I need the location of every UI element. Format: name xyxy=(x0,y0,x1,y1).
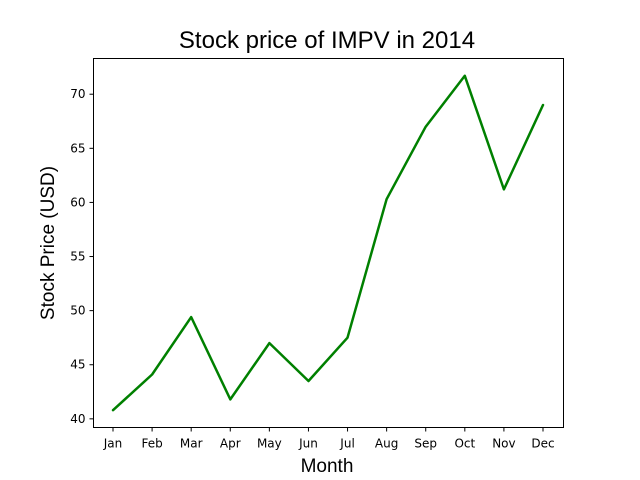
x-tick-label: May xyxy=(257,437,282,451)
y-tick-label: 55 xyxy=(70,250,85,264)
series-layer xyxy=(111,74,545,412)
x-axis-label: Month xyxy=(301,456,354,477)
y-tick-label: 65 xyxy=(70,141,85,155)
x-axis-ticks: Jan Feb Mar Apr May Jun Jul Aug Sep Oct Nov Dec xyxy=(103,427,555,451)
chart-title: Stock price of IMPV in 2014 xyxy=(179,27,475,54)
y-tick-label: 60 xyxy=(70,195,85,209)
y-tick-label: 50 xyxy=(70,304,85,318)
y-axis-label: Stock Price (USD) xyxy=(38,166,59,320)
y-axis-ticks: 40 45 50 55 60 65 70 xyxy=(70,87,94,426)
x-tick-label: Jul xyxy=(339,437,354,451)
x-tick-label: Nov xyxy=(492,437,515,451)
x-tick-label: Mar xyxy=(180,437,203,451)
x-tick-label: Feb xyxy=(141,437,162,451)
plot-area-frame xyxy=(93,58,564,428)
y-tick-label: 70 xyxy=(70,87,85,101)
y-tick-label: 45 xyxy=(70,358,85,372)
x-tick-label: Dec xyxy=(531,437,554,451)
x-tick-label: Jun xyxy=(298,437,318,451)
x-tick-label: Aug xyxy=(375,437,398,451)
series-line xyxy=(111,74,545,412)
x-tick-label: Apr xyxy=(220,437,241,451)
x-tick-label: Sep xyxy=(414,437,437,451)
y-tick-label: 40 xyxy=(70,412,85,426)
x-tick-label: Oct xyxy=(454,437,475,451)
x-tick-label: Jan xyxy=(103,437,123,451)
